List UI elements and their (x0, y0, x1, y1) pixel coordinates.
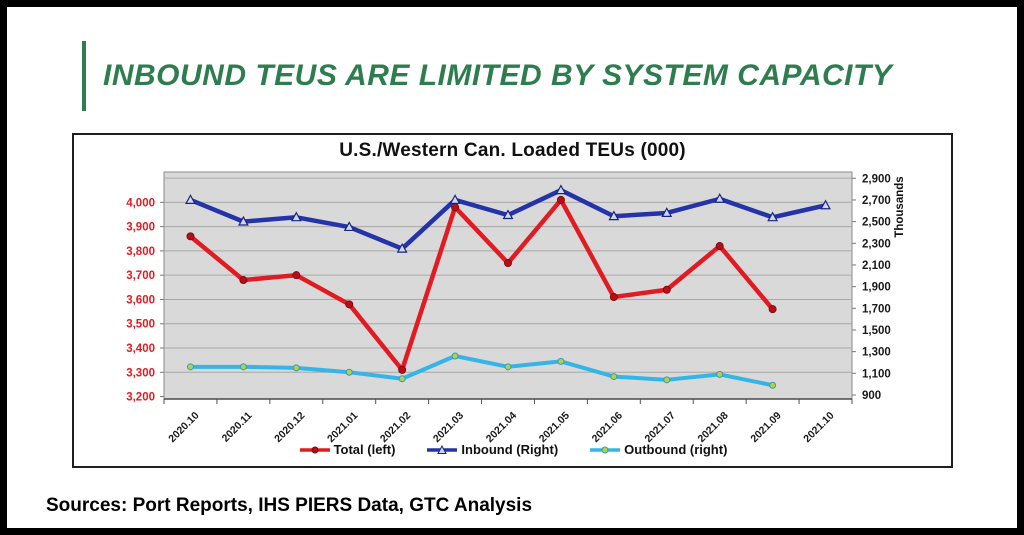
legend-item-inbound-right-: Inbound (Right) (425, 442, 558, 457)
left-axis-label: 3,400 (126, 343, 155, 355)
data-point-marker (503, 259, 512, 268)
data-point-marker (502, 209, 514, 220)
data-point-marker (292, 271, 301, 280)
legend-marker-icon (601, 446, 609, 453)
line-chart: 3,200 3,300 3,400 3,500 3,600 3,700 3,800 3,900… (126, 171, 906, 445)
data-point-marker (661, 207, 673, 217)
left-axis-label: 3,700 (126, 270, 155, 282)
legend-swatch (299, 446, 330, 453)
right-axis-label: 2,700 (862, 195, 891, 207)
data-point-marker (768, 305, 777, 314)
right-axis-label: 1,500 (862, 325, 891, 337)
left-axis-label: 3,300 (126, 367, 155, 379)
chart-container: 3,200 3,300 3,400 3,500 3,600 3,700 3,800 3,900… (72, 133, 953, 468)
data-point-marker (610, 373, 618, 381)
x-axis-label: 2020.12 (272, 410, 307, 445)
data-point-marker (343, 221, 355, 232)
x-axis-label: 2021.10 (801, 410, 836, 445)
data-point-marker (345, 368, 353, 376)
data-point-marker (715, 242, 724, 251)
legend-label: Outbound (right) (624, 442, 728, 457)
x-axis-label: 2020.10 (166, 410, 201, 445)
x-axis-label: 2021.05 (537, 410, 572, 445)
data-point-marker (237, 215, 249, 226)
page-title: INBOUND TEUS ARE LIMITED BY SYSTEM CAPAC… (103, 59, 893, 92)
data-point-marker (449, 194, 461, 204)
legend-marker-icon (437, 444, 448, 454)
x-axis-label: 2021.07 (643, 410, 678, 445)
right-axis-label: 2,100 (862, 260, 891, 272)
right-axis-label: 2,300 (862, 238, 891, 250)
right-axis-label: 1,100 (862, 368, 891, 380)
left-axis-label: 3,800 (126, 246, 155, 258)
legend-item-total-left-: Total (left) (298, 442, 396, 457)
sources-note: Sources: Port Reports, IHS PIERS Data, G… (46, 495, 533, 516)
data-point-marker (663, 376, 671, 384)
right-axis-title: Thousands (894, 176, 906, 237)
x-axis-label: 2021.09 (748, 410, 783, 445)
x-axis-label: 2020.11 (220, 410, 255, 445)
legend-marker-icon (311, 446, 319, 453)
right-axis-label: 2,500 (862, 217, 891, 229)
series-line-outbound-right- (188, 353, 775, 388)
x-axis-label: 2021.01 (325, 410, 360, 445)
x-axis-label: 2021.02 (378, 410, 413, 445)
x-axis-label: 2021.06 (590, 410, 625, 445)
chart-title: U.S./Western Can. Loaded TEUs (000) (339, 140, 686, 161)
data-point-marker (769, 381, 777, 389)
data-point-marker (398, 365, 407, 374)
data-point-marker (767, 211, 779, 222)
data-point-marker (716, 370, 724, 378)
left-axis-label: 3,200 (126, 392, 155, 404)
right-axis-label: 1,900 (862, 282, 891, 294)
left-axis-label: 4,000 (126, 197, 155, 209)
legend-item-outbound-right-: Outbound (right) (588, 442, 727, 457)
x-axis-label: 2021.04 (484, 410, 519, 445)
right-axis-label: 1,700 (862, 303, 891, 315)
legend-swatch (427, 444, 458, 454)
data-point-marker (820, 199, 831, 210)
x-axis-label: 2021.08 (695, 410, 730, 445)
data-point-marker (714, 193, 726, 203)
data-point-marker (290, 211, 302, 222)
data-point-marker (186, 232, 195, 241)
data-point-marker (398, 375, 406, 383)
right-axis-label: 2,900 (862, 173, 891, 185)
left-axis-label: 3,900 (126, 222, 155, 234)
data-point-marker (239, 363, 247, 371)
accent-bar (82, 41, 86, 111)
data-point-marker (555, 184, 567, 195)
x-axis-label: 2021.03 (431, 410, 466, 445)
data-point-marker (609, 293, 618, 302)
right-axis-label: 900 (862, 390, 881, 402)
data-point-marker (556, 195, 565, 204)
series-line-total-left- (188, 197, 775, 373)
data-point-marker (186, 363, 194, 371)
right-axis-label: 1,300 (862, 347, 891, 359)
data-point-marker (292, 364, 300, 372)
legend-label: Total (left) (333, 442, 396, 457)
data-point-marker (396, 242, 408, 253)
data-point-marker (451, 352, 459, 360)
left-axis-label: 3,600 (126, 294, 155, 306)
data-point-marker (504, 363, 512, 371)
data-point-marker (185, 194, 196, 204)
data-point-marker (345, 300, 354, 309)
data-point-marker (608, 210, 620, 221)
legend-label: Inbound (Right) (461, 442, 559, 457)
data-point-marker (239, 276, 248, 285)
data-point-marker (662, 285, 671, 294)
chart-legend: Total (left) Inbound (Right) Outbound (rig… (74, 442, 951, 457)
left-axis-label: 3,500 (126, 319, 155, 331)
data-point-marker (557, 357, 565, 365)
legend-swatch (590, 446, 621, 453)
